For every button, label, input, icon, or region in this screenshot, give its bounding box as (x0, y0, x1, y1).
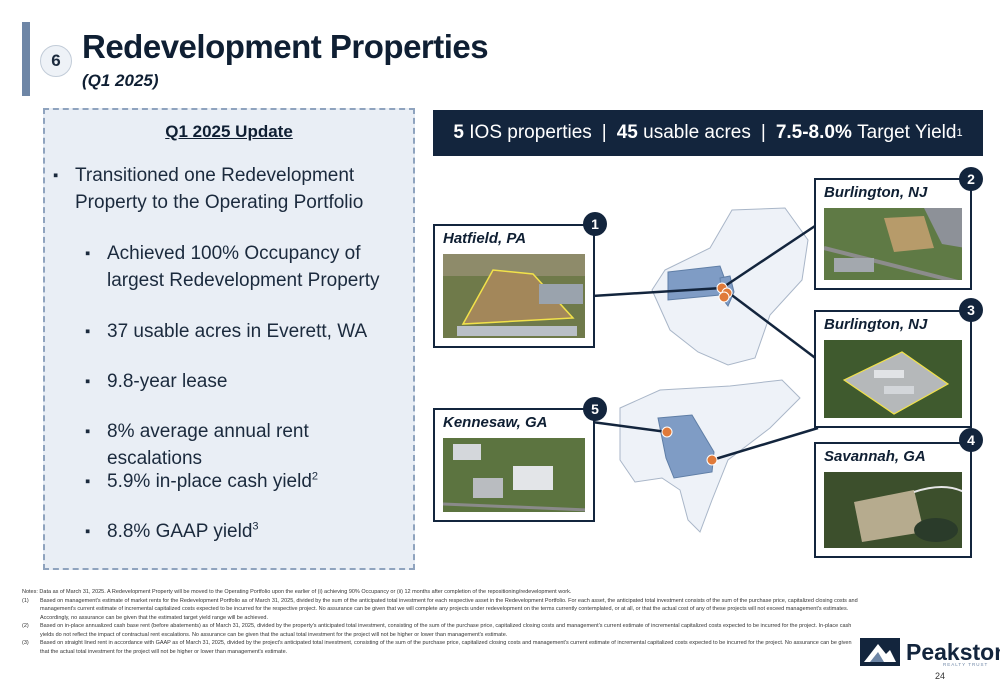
section-number-badge: 6 (40, 45, 72, 77)
property-number-badge: 4 (959, 428, 983, 452)
logo-name: Peakstone (906, 639, 1000, 665)
sub-bullet-cash-yield: 5.9% in-place cash yield2 (85, 468, 407, 495)
aerial-photo (443, 438, 585, 512)
marker-savannah (706, 454, 718, 466)
marker-burlington-b (718, 291, 730, 303)
separator: | (760, 122, 766, 143)
footnote-key: (2) (22, 623, 29, 629)
update-panel: Q1 2025 Update Transitioned one Redevelo… (43, 108, 415, 570)
footnote-text: Based on straight lined rent in accordan… (40, 640, 852, 655)
property-number-badge: 1 (583, 212, 607, 236)
aerial-photo (824, 208, 962, 280)
property-location: Kennesaw, GA (443, 414, 548, 431)
property-location: Burlington, NJ (824, 184, 928, 201)
accent-bar (22, 22, 30, 96)
footnotes: Notes: Data as of March 31, 2025. A Rede… (22, 588, 860, 656)
property-card-burlington-2: Burlington, NJ (814, 310, 972, 428)
footnote-row: (3) Based on straight lined rent in acco… (22, 639, 860, 656)
logo-tagline: REALTY TRUST (943, 662, 989, 667)
sub-bullet-acres: 37 usable acres in Everett, WA (85, 318, 407, 345)
separator: | (601, 122, 607, 143)
update-heading: Q1 2025 Update (165, 122, 293, 141)
properties-label: IOS properties (469, 122, 592, 143)
peak-logo-icon (860, 638, 900, 666)
marker-kennesaw (661, 426, 673, 438)
acres-label: usable acres (643, 122, 751, 143)
aerial-photo (443, 254, 585, 338)
page-title: Redevelopment Properties (82, 28, 489, 65)
connector-3 (724, 289, 819, 361)
footnote-key: (1) (22, 597, 29, 604)
aerial-photo (824, 472, 962, 548)
company-logo: Peakstone (860, 638, 1000, 666)
property-card-kennesaw: Kennesaw, GA (433, 408, 595, 522)
page-subtitle: (Q1 2025) (82, 71, 159, 90)
footnote-row: (2) Based on in-place annualized cash ba… (22, 622, 860, 639)
sub-bullet-occupancy: Achieved 100% Occupancy of largest Redev… (85, 240, 407, 294)
aerial-photo (824, 340, 962, 418)
footnote-ref-2: 2 (311, 470, 319, 483)
property-card-hatfield: Hatfield, PA (433, 224, 595, 348)
property-number-badge: 5 (583, 397, 607, 421)
us-east-map (591, 207, 819, 533)
property-location: Burlington, NJ (824, 316, 928, 333)
property-number-badge: 2 (959, 167, 983, 191)
sub-bullet-gaap-yield: 8.8% GAAP yield3 (85, 518, 407, 545)
notes-intro: Notes: Data as of March 31, 2025. A Rede… (22, 589, 572, 595)
target-yield-label: Target Yield (857, 122, 957, 143)
connector-lines (591, 222, 819, 462)
page-number: 24 (935, 671, 946, 681)
footnote-ref-3: 3 (252, 520, 259, 533)
property-location: Savannah, GA (824, 448, 926, 465)
footnote-text: Based on in-place annualized cash base r… (40, 623, 852, 638)
connector-5 (591, 420, 668, 434)
footnote-text: Based on management's estimate of market… (40, 597, 858, 621)
connector-1 (591, 286, 723, 298)
acres-value: 45 (616, 122, 638, 143)
connector-2 (724, 222, 819, 288)
footnote-key: (3) (22, 640, 29, 646)
footnote-row: (1) Based on management's estimate of ma… (22, 597, 860, 623)
sub-bullet-lease: 9.8-year lease (85, 368, 407, 395)
sub-bullet-escalations: 8% average annual rent escalations (85, 418, 407, 472)
target-yield-value: 7.5-8.0% (775, 122, 852, 143)
property-card-savannah: Savannah, GA (814, 442, 972, 558)
stats-banner: 5 IOS properties | 45 usable acres | 7.5… (433, 110, 983, 156)
property-number-badge: 3 (959, 298, 983, 322)
connector-4 (711, 426, 819, 462)
property-location: Hatfield, PA (443, 230, 527, 247)
property-card-burlington-1: Burlington, NJ (814, 178, 972, 290)
main-bullet: Transitioned one Redevelopment Property … (53, 162, 410, 216)
location-markers (661, 282, 733, 466)
properties-count: 5 (453, 122, 464, 143)
